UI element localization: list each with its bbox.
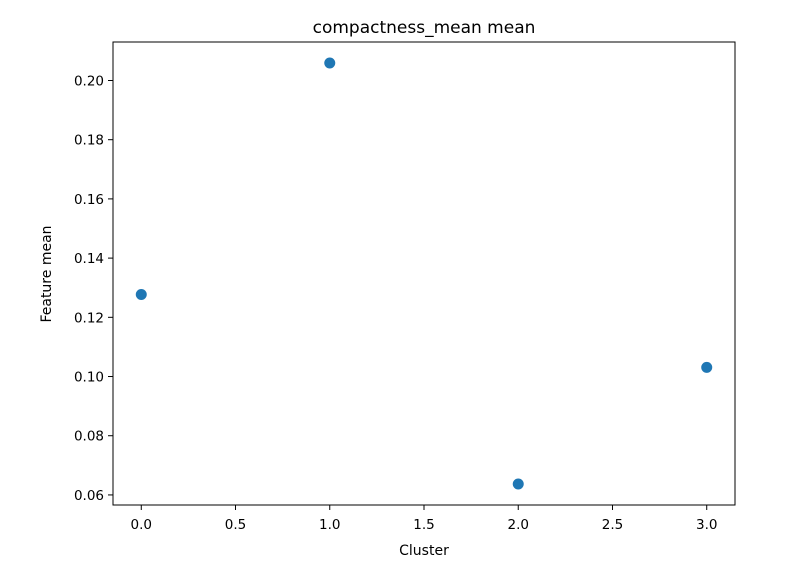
data-point — [135, 289, 147, 301]
x-tick-label: 0.0 — [131, 517, 152, 533]
data-point — [512, 478, 524, 490]
x-tick-label: 1.5 — [413, 517, 434, 533]
chart-title: compactness_mean mean — [313, 18, 536, 38]
x-axis-ticks: 0.0 0.5 1.0 1.5 2.0 2.5 3.0 — [131, 505, 717, 533]
y-axis-ticks: 0.06 0.08 0.10 0.12 0.14 0.16 0.18 0.20 — [74, 73, 113, 504]
y-tick-label: 0.06 — [74, 488, 104, 504]
data-point — [701, 361, 713, 373]
y-tick-label: 0.08 — [74, 429, 104, 445]
x-tick-label: 3.0 — [696, 517, 717, 533]
y-tick-label: 0.20 — [74, 73, 104, 89]
y-tick-label: 0.16 — [74, 192, 104, 208]
y-tick-label: 0.18 — [74, 133, 104, 149]
x-axis-label: Cluster — [399, 543, 449, 559]
x-tick-label: 0.5 — [225, 517, 246, 533]
y-tick-label: 0.10 — [74, 370, 104, 386]
y-tick-label: 0.14 — [74, 251, 104, 267]
data-point — [324, 57, 336, 69]
x-tick-label: 2.5 — [602, 517, 623, 533]
data-points — [135, 57, 713, 490]
plot-area-frame — [112, 41, 736, 506]
x-tick-label: 1.0 — [319, 517, 340, 533]
x-tick-label: 2.0 — [508, 517, 529, 533]
y-axis-label: Feature mean — [39, 225, 55, 322]
y-tick-label: 0.12 — [74, 310, 104, 326]
